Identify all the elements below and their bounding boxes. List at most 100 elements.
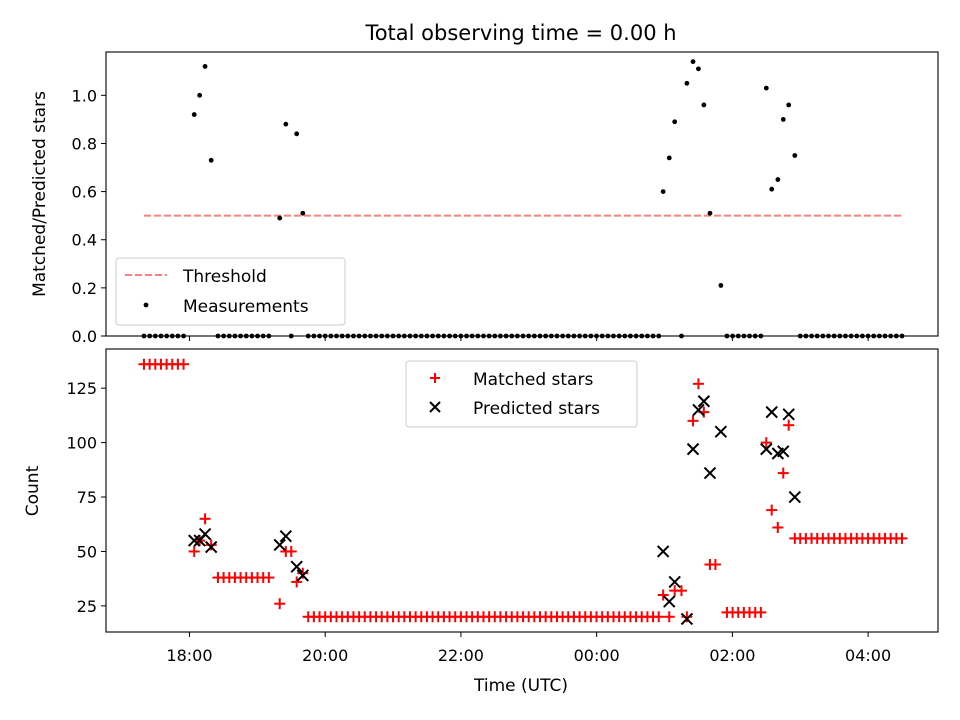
bottom-x-tick-label: 00:00 — [574, 646, 620, 665]
predicted-point — [188, 534, 201, 547]
measurement-point — [775, 177, 781, 182]
measurement-point — [769, 186, 775, 192]
predicted-point — [290, 560, 303, 573]
measurement-point — [672, 119, 678, 125]
matched-point — [285, 545, 297, 557]
predicted-legend-swatch — [429, 401, 441, 413]
predicted-point — [273, 538, 286, 552]
predicted-point — [788, 490, 802, 504]
bottom-panel: 25 50 75 100 125 18:00 20:00 22:00 00:00 02:00 04… — [23, 348, 939, 696]
predicted-point — [668, 575, 681, 589]
top-panel: 0.0 0.2 0.4 0.6 0.8 1.0 Matched/Predicted sta… — [30, 51, 939, 346]
measurements-legend-label: Measurements — [183, 297, 309, 317]
matched-point — [199, 513, 211, 525]
chart-title: Total observing time = 0.00 h — [364, 21, 676, 45]
bottom-x-ticks: 18:00 20:00 22:00 00:00 02:00 04:00 — [166, 632, 891, 665]
bottom-x-tick-label: 02:00 — [709, 646, 755, 665]
bottom-x-tick-label: 18:00 — [166, 646, 212, 665]
measurement-point — [283, 121, 289, 127]
measurements-legend-swatch — [143, 302, 149, 308]
measurement-point — [690, 59, 696, 65]
predicted-point — [279, 530, 293, 543]
predicted-point — [656, 545, 670, 558]
bottom-x-tick-label: 04:00 — [845, 646, 891, 665]
measurement-point — [666, 155, 672, 161]
bottom-legend-box — [405, 360, 638, 428]
predicted-point — [777, 445, 790, 458]
predicted-point — [692, 403, 705, 417]
bottom-y-tick-label: 50 — [77, 542, 97, 561]
matched-legend-label: Matched stars — [473, 370, 593, 390]
bottom-x-tick-label: 22:00 — [438, 646, 484, 665]
bottom-axes-frame — [105, 348, 939, 633]
bottom-x-tick-label: 20:00 — [302, 646, 348, 665]
matched-point — [772, 522, 784, 534]
bottom-x-axis-label: Time (UTC) — [473, 676, 568, 696]
top-y-tick-label: 0.0 — [72, 327, 97, 346]
matched-point — [653, 611, 665, 623]
measurement-point — [792, 153, 798, 158]
bottom-legend: Matched stars Predicted stars — [405, 360, 638, 428]
measurement-point — [197, 92, 203, 98]
top-legend-box — [115, 257, 346, 326]
matched-point — [274, 598, 286, 610]
matched-point — [291, 576, 303, 588]
measurement-point — [718, 283, 724, 288]
measurement-point — [191, 112, 197, 117]
matched-point — [657, 589, 669, 601]
predicted-point — [680, 612, 694, 626]
predicted-point — [296, 569, 310, 582]
matched-point — [263, 572, 275, 584]
matched-point — [789, 532, 801, 544]
predicted-point — [198, 527, 212, 541]
matched-point — [896, 532, 908, 544]
top-y-tick-label: 0.6 — [72, 183, 97, 202]
measurement-point — [294, 131, 300, 137]
top-x-ticks — [188, 336, 869, 341]
bottom-y-tick-label: 75 — [77, 488, 97, 507]
matched-point — [205, 539, 217, 551]
measurement-point — [696, 66, 701, 72]
matched-point — [297, 567, 309, 579]
predicted-point — [714, 425, 728, 438]
top-marks — [141, 59, 905, 339]
measurement-point — [277, 215, 283, 221]
predicted-point — [686, 442, 700, 456]
matched-point — [687, 415, 699, 427]
matched-point — [692, 378, 704, 390]
top-axes-frame — [105, 51, 939, 337]
matched-point — [755, 606, 767, 618]
top-legend: Threshold Measurements — [115, 257, 346, 326]
matched-point — [777, 467, 789, 479]
bottom-y-tick-label: 100 — [66, 434, 97, 453]
top-y-tick-label: 0.4 — [72, 231, 97, 250]
measurement-point — [707, 210, 713, 216]
matched-point — [675, 585, 687, 597]
predicted-point — [204, 540, 218, 554]
threshold-legend-label: Threshold — [182, 267, 267, 287]
matched-point — [783, 419, 795, 431]
top-y-ticks: 0.0 0.2 0.4 0.6 0.8 1.0 — [72, 86, 106, 346]
measurement-point — [202, 64, 208, 69]
matched-point — [188, 545, 200, 557]
bottom-marks — [138, 358, 908, 626]
matched-point — [663, 611, 675, 623]
matched-point — [681, 611, 693, 623]
matched-point — [178, 358, 190, 370]
predicted-point — [703, 466, 717, 480]
bottom-y-axis-label: Count — [23, 465, 43, 516]
measurement-point — [300, 210, 306, 216]
measurement-point — [660, 189, 666, 194]
predicted-point — [765, 405, 778, 419]
predicted-point — [697, 395, 711, 408]
top-y-tick-label: 0.8 — [72, 134, 97, 153]
measurement-point — [786, 102, 792, 108]
measurement-point — [763, 85, 769, 91]
top-y-axis-label: Matched/Predicted stars — [30, 91, 50, 297]
measurement-point — [208, 157, 214, 163]
predicted-legend-label: Predicted stars — [473, 399, 600, 419]
bottom-y-ticks: 25 50 75 100 125 — [66, 379, 106, 616]
predicted-point — [782, 408, 795, 421]
predicted-point — [663, 595, 676, 608]
